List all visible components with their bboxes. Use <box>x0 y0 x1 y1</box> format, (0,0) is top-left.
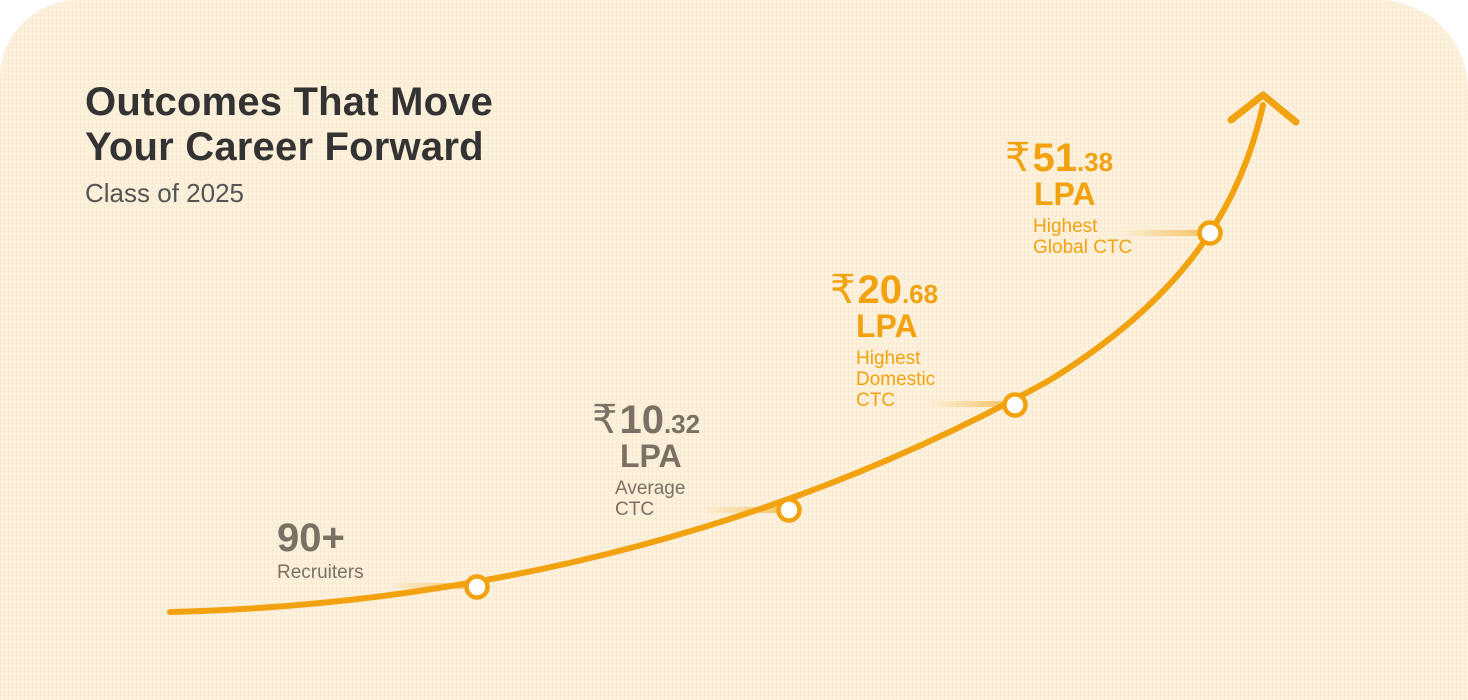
page-title: Outcomes That Move Your Career Forward <box>85 80 493 170</box>
global-ctc-unit: LPA <box>1034 176 1096 212</box>
global-ctc-decimal: .38 <box>1076 147 1114 177</box>
title-line-1: Outcomes That Move <box>85 80 494 124</box>
domestic-ctc-decimal: .68 <box>901 279 939 309</box>
title-line-2: Your Career Forward <box>85 125 484 169</box>
recruiters-value: 90+ <box>277 516 345 560</box>
rupee-icon: ₹ <box>592 398 618 442</box>
global-ctc-value: ₹51.38 <box>1005 138 1132 178</box>
rupee-icon: ₹ <box>830 268 856 312</box>
domestic-ctc-label-line-2: Domestic <box>856 368 936 390</box>
milestone-recruiters: 90+ Recruiters <box>277 518 364 583</box>
milestone-3-marker <box>1002 392 1028 418</box>
milestone-4-tail <box>1120 230 1200 236</box>
average-ctc-label-line-1: Average <box>615 477 686 499</box>
average-ctc-value: ₹10.32 <box>592 400 700 440</box>
domestic-ctc-label-line-1: Highest <box>856 347 921 369</box>
domestic-ctc-unit: LPA <box>856 308 918 344</box>
average-ctc-whole: 10 <box>619 398 664 442</box>
average-ctc-decimal: .32 <box>663 409 701 439</box>
recruiters-label: Recruiters <box>277 562 364 583</box>
milestone-1-marker <box>464 574 490 600</box>
global-ctc-label-line-2: Global CTC <box>1033 236 1133 258</box>
milestone-3-tail <box>928 401 1006 407</box>
milestone-average-ctc: ₹10.32 LPA Average CTC <box>592 400 700 520</box>
global-ctc-whole: 51 <box>1032 136 1077 180</box>
arrow-head-icon <box>1227 91 1300 126</box>
milestone-4-marker <box>1197 220 1223 246</box>
milestone-2-tail <box>702 507 780 513</box>
milestone-highest-global-ctc: ₹51.38 LPA Highest Global CTC <box>1005 138 1132 258</box>
domestic-ctc-value: ₹20.68 <box>830 270 938 310</box>
rupee-icon: ₹ <box>1005 136 1031 180</box>
domestic-ctc-whole: 20 <box>857 268 902 312</box>
domestic-ctc-label-line-3: CTC <box>856 389 896 411</box>
average-ctc-label-line-2: CTC <box>615 498 655 520</box>
milestone-1-tail <box>390 583 468 589</box>
page-subtitle: Class of 2025 <box>85 178 244 208</box>
average-ctc-label: Average CTC <box>615 478 700 520</box>
average-ctc-unit: LPA <box>620 438 682 474</box>
growth-curve-graphic <box>167 91 1300 615</box>
global-ctc-label: Highest Global CTC <box>1033 216 1132 258</box>
milestone-highest-domestic-ctc: ₹20.68 LPA Highest Domestic CTC <box>830 270 938 411</box>
milestone-2-marker <box>776 497 802 523</box>
domestic-ctc-label: Highest Domestic CTC <box>856 348 938 411</box>
global-ctc-label-line-1: Highest <box>1033 215 1098 237</box>
